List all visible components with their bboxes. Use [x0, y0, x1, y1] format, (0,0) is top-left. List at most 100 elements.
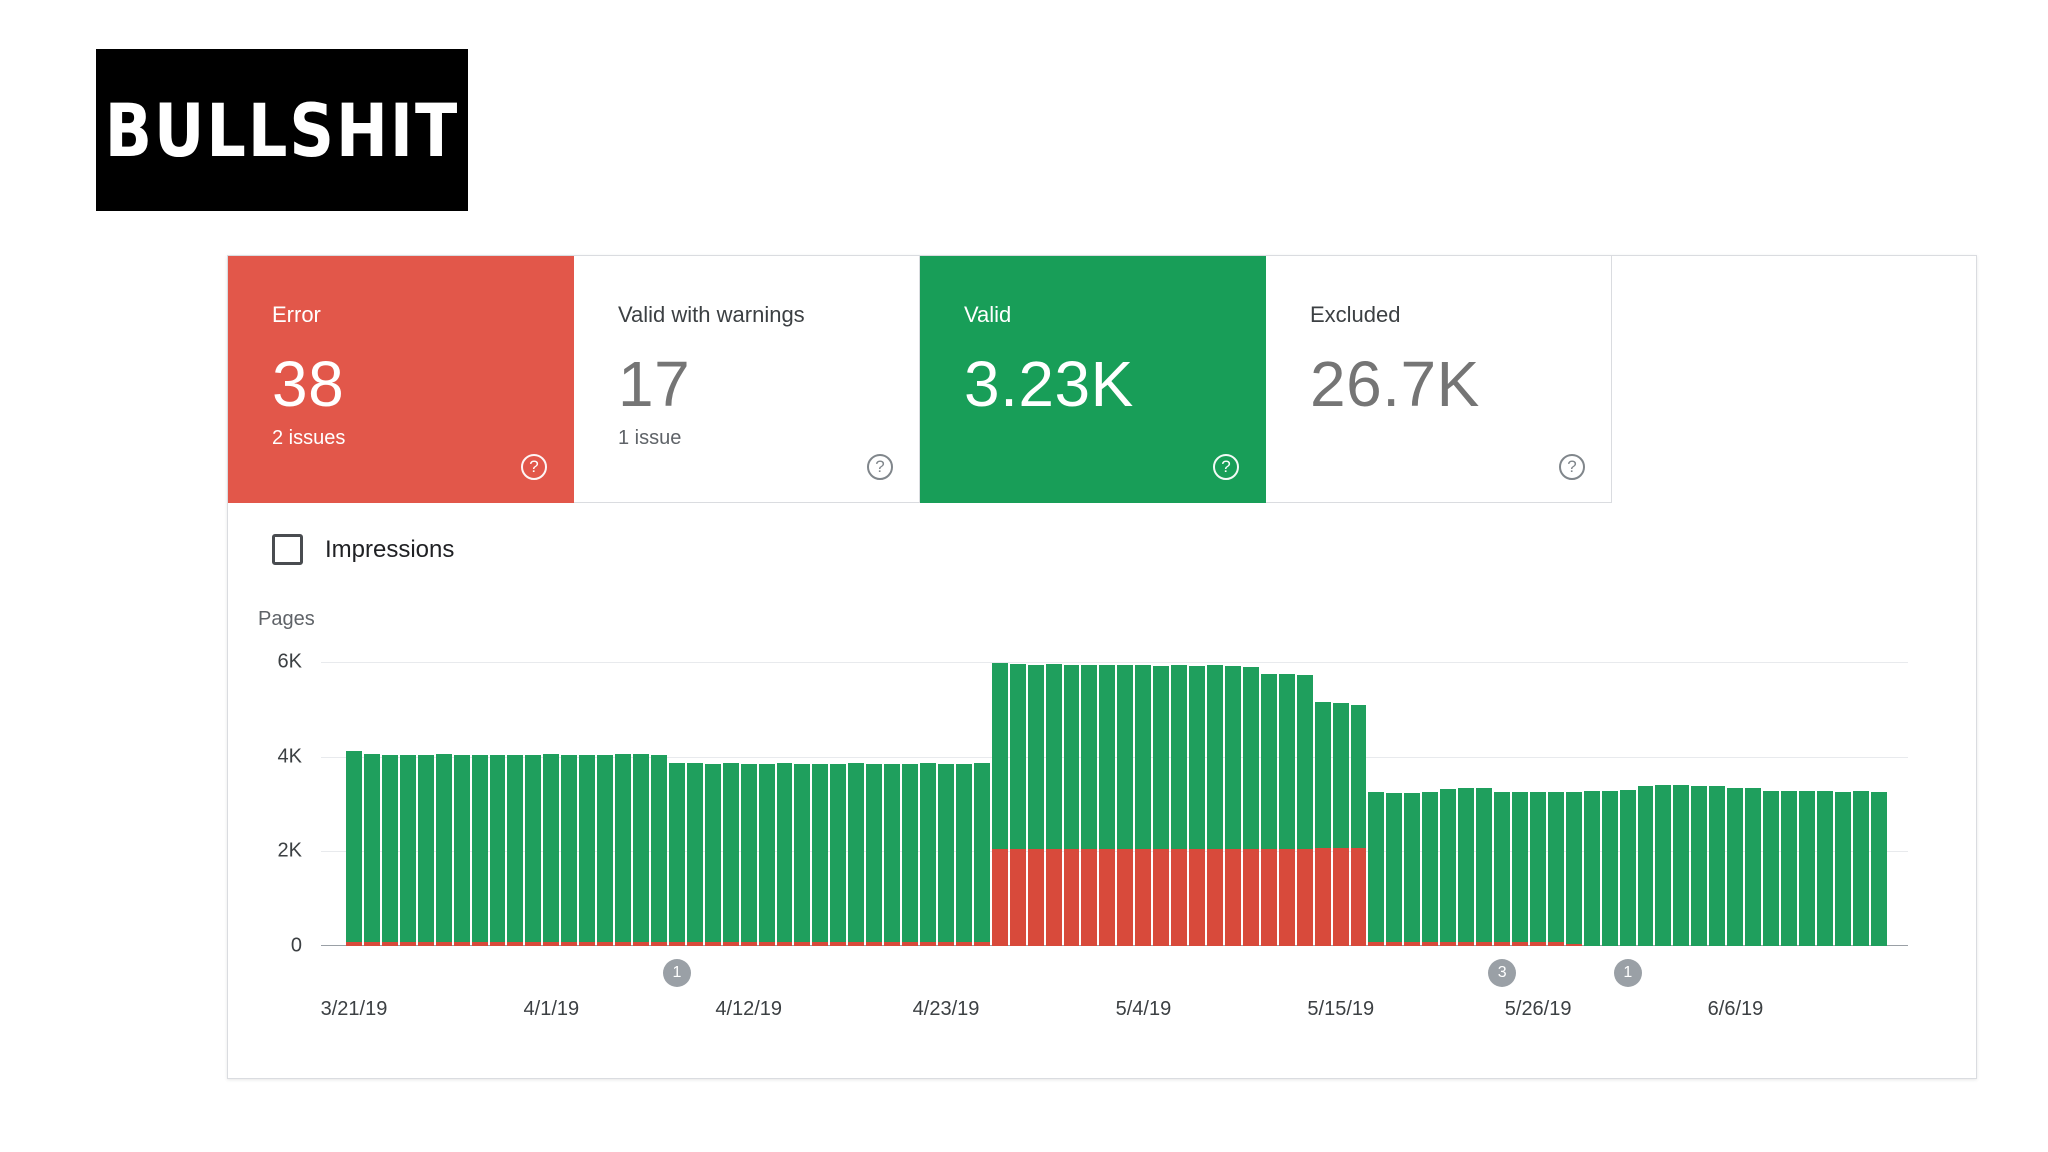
bar-5/12/19[interactable]: [1278, 662, 1296, 946]
bar-4/1/19[interactable]: [542, 662, 560, 946]
bar-3/21/19[interactable]: [345, 662, 363, 946]
bar-4/18/19[interactable]: [847, 662, 865, 946]
bar-6/5/19[interactable]: [1708, 662, 1726, 946]
bar-5/19/19[interactable]: [1403, 662, 1421, 946]
bar-4/12/19[interactable]: [740, 662, 758, 946]
bar-3/24/19[interactable]: [399, 662, 417, 946]
bar-5/14/19[interactable]: [1314, 662, 1332, 946]
bar-5/16/19[interactable]: [1350, 662, 1368, 946]
bar-5/17/19[interactable]: [1367, 662, 1385, 946]
annotation-marker[interactable]: 3: [1488, 959, 1517, 987]
bar-3/22/19[interactable]: [363, 662, 381, 946]
impressions-checkbox[interactable]: [272, 534, 303, 565]
bar-6/12/19[interactable]: [1834, 662, 1852, 946]
bar-5/30/19[interactable]: [1601, 662, 1619, 946]
bar-5/3/19[interactable]: [1116, 662, 1134, 946]
bar-4/6/19[interactable]: [632, 662, 650, 946]
bar-3/31/19[interactable]: [524, 662, 542, 946]
annotation-marker[interactable]: 1: [1613, 959, 1642, 987]
bar-5/28/19[interactable]: [1565, 662, 1583, 946]
bar-3/23/19[interactable]: [381, 662, 399, 946]
bar-3/27/19[interactable]: [453, 662, 471, 946]
bar-6/10/19[interactable]: [1798, 662, 1816, 946]
bar-5/27/19[interactable]: [1547, 662, 1565, 946]
bar-3/25/19[interactable]: [417, 662, 435, 946]
bar-4/10/19[interactable]: [704, 662, 722, 946]
bar-4/7/19[interactable]: [650, 662, 668, 946]
card-excluded[interactable]: Excluded 26.7K ?: [1266, 256, 1612, 503]
bar-4/13/19[interactable]: [758, 662, 776, 946]
bar-5/29/19[interactable]: [1583, 662, 1601, 946]
bar-4/11/19[interactable]: [722, 662, 740, 946]
help-icon[interactable]: ?: [1213, 454, 1239, 480]
bar-4/30/19[interactable]: [1063, 662, 1081, 946]
bar-5/25/19[interactable]: [1511, 662, 1529, 946]
bar-5/11/19[interactable]: [1260, 662, 1278, 946]
bar-4/28/19[interactable]: [1027, 662, 1045, 946]
bar-6/6/19[interactable]: [1726, 662, 1744, 946]
bar-5/4/19[interactable]: [1134, 662, 1152, 946]
bar-4/23/19[interactable]: [937, 662, 955, 946]
bar-4/4/19[interactable]: [596, 662, 614, 946]
bar-4/9/19[interactable]: [686, 662, 704, 946]
bar-4/5/19[interactable]: [614, 662, 632, 946]
bar-4/29/19[interactable]: [1045, 662, 1063, 946]
bar-5/21/19[interactable]: [1439, 662, 1457, 946]
bar-5/24/19[interactable]: [1493, 662, 1511, 946]
bar-4/26/19[interactable]: [991, 662, 1009, 946]
bar-6/1/19[interactable]: [1637, 662, 1655, 946]
bar-5/23/19[interactable]: [1475, 662, 1493, 946]
annotation-marker[interactable]: 1: [662, 959, 691, 987]
bar-4/20/19[interactable]: [883, 662, 901, 946]
bar-4/22/19[interactable]: [919, 662, 937, 946]
bar-4/16/19[interactable]: [811, 662, 829, 946]
bar-5/18/19[interactable]: [1385, 662, 1403, 946]
bar-4/8/19[interactable]: [668, 662, 686, 946]
bar-error-segment: [507, 942, 524, 946]
bar-4/3/19[interactable]: [578, 662, 596, 946]
bar-6/4/19[interactable]: [1690, 662, 1708, 946]
bar-5/22/19[interactable]: [1457, 662, 1475, 946]
bar-5/31/19[interactable]: [1619, 662, 1637, 946]
bar-5/6/19[interactable]: [1170, 662, 1188, 946]
bar-3/29/19[interactable]: [489, 662, 507, 946]
bar-5/10/19[interactable]: [1242, 662, 1260, 946]
card-valid[interactable]: Valid 3.23K ?: [920, 256, 1266, 503]
help-icon[interactable]: ?: [867, 454, 893, 480]
bar-5/20/19[interactable]: [1421, 662, 1439, 946]
bar-6/3/19[interactable]: [1672, 662, 1690, 946]
bar-4/27/19[interactable]: [1009, 662, 1027, 946]
bar-5/9/19[interactable]: [1224, 662, 1242, 946]
bar-6/7/19[interactable]: [1744, 662, 1762, 946]
card-valid-with-warnings[interactable]: Valid with warnings 17 1 issue ?: [574, 256, 920, 503]
bar-5/15/19[interactable]: [1332, 662, 1350, 946]
bar-6/11/19[interactable]: [1816, 662, 1834, 946]
bar-4/2/19[interactable]: [560, 662, 578, 946]
bar-6/9/19[interactable]: [1780, 662, 1798, 946]
bar-4/15/19[interactable]: [793, 662, 811, 946]
help-icon[interactable]: ?: [1559, 454, 1585, 480]
bar-4/25/19[interactable]: [973, 662, 991, 946]
bar-5/7/19[interactable]: [1188, 662, 1206, 946]
bar-4/19/19[interactable]: [865, 662, 883, 946]
bar-5/1/19[interactable]: [1080, 662, 1098, 946]
bar-6/8/19[interactable]: [1762, 662, 1780, 946]
bar-5/26/19[interactable]: [1529, 662, 1547, 946]
bar-3/28/19[interactable]: [471, 662, 489, 946]
bar-6/13/19[interactable]: [1852, 662, 1870, 946]
impressions-toggle[interactable]: Impressions: [272, 534, 454, 565]
bar-5/13/19[interactable]: [1296, 662, 1314, 946]
bar-4/21/19[interactable]: [901, 662, 919, 946]
bar-4/17/19[interactable]: [829, 662, 847, 946]
card-error[interactable]: Error 38 2 issues ?: [228, 256, 574, 503]
bar-3/30/19[interactable]: [506, 662, 524, 946]
bar-4/14/19[interactable]: [776, 662, 794, 946]
bar-5/5/19[interactable]: [1152, 662, 1170, 946]
bar-6/14/19[interactable]: [1870, 662, 1888, 946]
bar-5/8/19[interactable]: [1206, 662, 1224, 946]
bar-6/2/19[interactable]: [1654, 662, 1672, 946]
bar-5/2/19[interactable]: [1098, 662, 1116, 946]
bar-3/26/19[interactable]: [435, 662, 453, 946]
bar-4/24/19[interactable]: [955, 662, 973, 946]
help-icon[interactable]: ?: [521, 454, 547, 480]
